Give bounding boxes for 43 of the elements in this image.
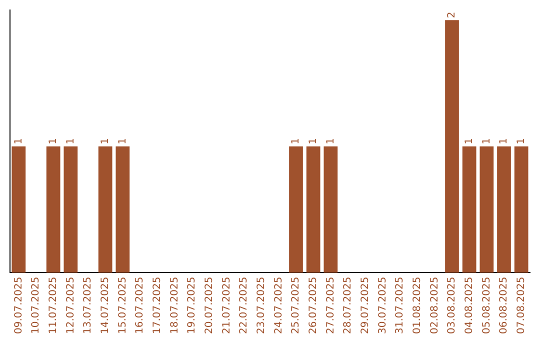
x-tick-label: 05.08.2025 bbox=[481, 276, 492, 334]
x-tick-label: 27.07.2025 bbox=[325, 276, 336, 334]
x-tick-label: 18.07.2025 bbox=[169, 276, 180, 334]
data-label: 1 bbox=[100, 138, 111, 144]
x-tick-label: 11.07.2025 bbox=[48, 276, 59, 334]
x-tick-label: 14.07.2025 bbox=[100, 276, 111, 334]
data-label: 1 bbox=[498, 138, 510, 144]
x-tick-label: 10.07.2025 bbox=[30, 276, 42, 334]
x-tick-label: 19.07.2025 bbox=[186, 276, 198, 334]
x-tick-label: 30.07.2025 bbox=[377, 276, 388, 334]
data-label: 1 bbox=[290, 138, 302, 144]
data-label: 1 bbox=[65, 138, 76, 144]
x-tick-label: 02.08.2025 bbox=[429, 276, 440, 334]
x-tick-label: 25.07.2025 bbox=[290, 276, 302, 334]
x-tick-label: 26.07.2025 bbox=[308, 276, 319, 334]
x-tick-label: 17.07.2025 bbox=[152, 276, 163, 334]
x-tick-label: 28.07.2025 bbox=[342, 276, 354, 334]
data-label: 1 bbox=[308, 138, 319, 144]
x-tick-label: 13.07.2025 bbox=[82, 276, 94, 334]
x-tick-label: 07.08.2025 bbox=[516, 276, 527, 334]
data-label: 1 bbox=[516, 138, 527, 144]
x-tick-label: 15.07.2025 bbox=[117, 276, 128, 334]
x-tick-label: 24.07.2025 bbox=[273, 276, 284, 334]
data-label: 1 bbox=[464, 138, 475, 144]
data-label: 1 bbox=[13, 138, 24, 144]
x-tick-label: 31.07.2025 bbox=[394, 276, 406, 334]
data-label: 1 bbox=[117, 138, 128, 144]
x-tick-label: 21.07.2025 bbox=[221, 276, 232, 334]
x-tick-label: 09.07.2025 bbox=[13, 276, 24, 334]
x-tick-label: 16.07.2025 bbox=[134, 276, 146, 334]
x-tick-label: 20.07.2025 bbox=[204, 276, 215, 334]
x-tick-label: 29.07.2025 bbox=[360, 276, 371, 334]
x-tick-label: 12.07.2025 bbox=[65, 276, 76, 334]
x-tick-label: 06.08.2025 bbox=[498, 276, 510, 334]
data-label: 1 bbox=[481, 138, 492, 144]
x-tick-label: 03.08.2025 bbox=[446, 276, 458, 334]
x-tick-label: 22.07.2025 bbox=[238, 276, 250, 334]
data-label: 1 bbox=[48, 138, 59, 144]
x-tick-label: 04.08.2025 bbox=[464, 276, 475, 334]
x-tick-label: 23.07.2025 bbox=[256, 276, 267, 334]
data-label: 2 bbox=[446, 12, 458, 18]
data-label: 1 bbox=[325, 138, 336, 144]
x-tick-label: 01.08.2025 bbox=[412, 276, 423, 334]
